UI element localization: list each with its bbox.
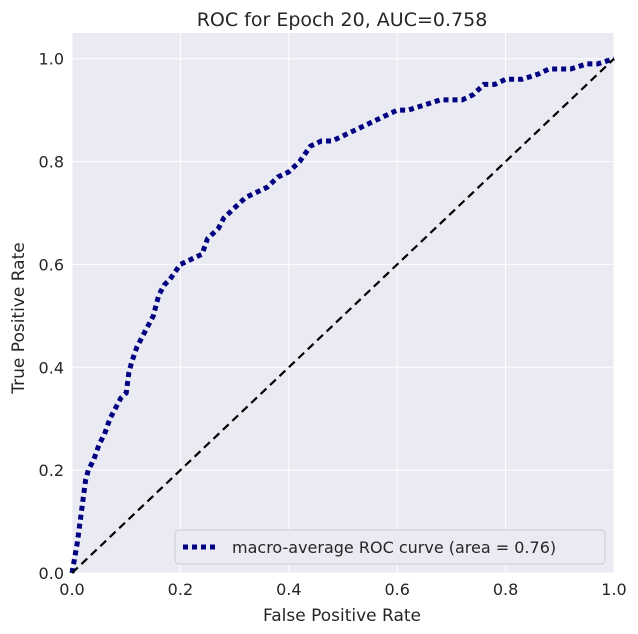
tick-labels: 0.0 0.2 0.4 0.6 0.8 1.0 0.0 0.2 0.4 0.6 0.8 1.0	[39, 50, 627, 599]
legend-label-macro-average: macro-average ROC curve (area = 0.76)	[232, 538, 556, 557]
macro-average-roc-curve	[69, 56, 615, 574]
x-tick-label: 0.8	[493, 580, 518, 599]
chart-title: ROC for Epoch 20, AUC=0.758	[197, 9, 488, 31]
x-tick-label: 0.0	[59, 580, 84, 599]
y-tick-label: 0.8	[39, 153, 64, 172]
x-axis-label: False Positive Rate	[263, 606, 421, 626]
x-tick-label: 0.6	[384, 580, 409, 599]
series-group	[69, 56, 615, 574]
y-tick-label: 0.0	[39, 564, 64, 583]
x-tick-label: 1.0	[601, 580, 626, 599]
legend-box	[174, 529, 606, 565]
grid-lines	[71, 33, 615, 574]
y-axis-label: True Positive Rate	[9, 242, 29, 394]
x-tick-label: 0.4	[276, 580, 301, 599]
y-tick-label: 0.2	[39, 461, 64, 480]
plot-area	[72, 33, 614, 573]
y-tick-label: 1.0	[39, 50, 64, 69]
y-tick-label: 0.4	[39, 358, 64, 377]
legend: macro-average ROC curve (area = 0.76)	[174, 529, 606, 565]
chance-diagonal-line	[71, 57, 615, 574]
y-tick-label: 0.6	[39, 255, 64, 274]
x-tick-label: 0.2	[168, 580, 193, 599]
